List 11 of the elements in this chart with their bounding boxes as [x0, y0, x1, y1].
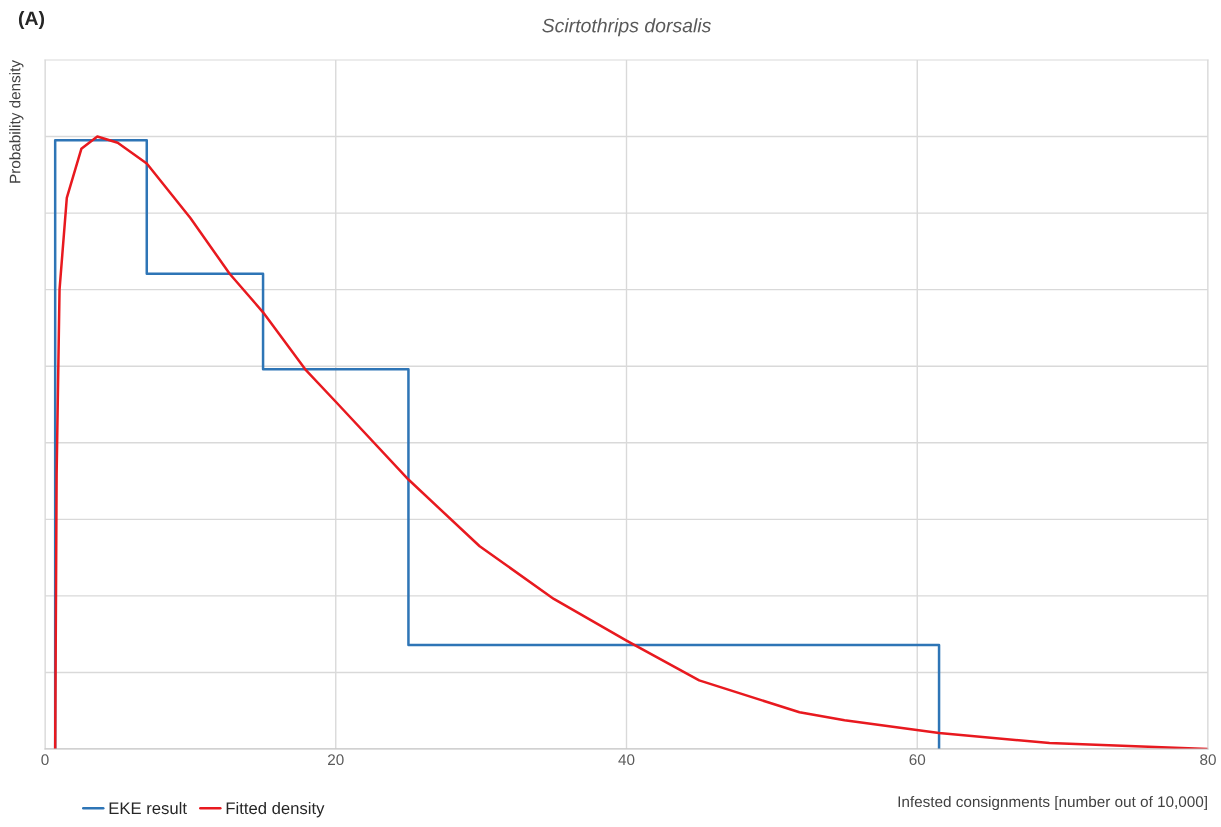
y-axis-title: Probability density [9, 60, 24, 183]
text: (A) [18, 10, 45, 30]
legend-label: Fitted density [226, 801, 325, 818]
x-tick-label: 80 [1200, 754, 1216, 766]
x-tick-label: 40 [618, 754, 635, 766]
legend-label: EKE result [109, 801, 187, 815]
x-tick-label: 60 [909, 754, 926, 766]
x-tick-label: 20 [328, 754, 344, 766]
x-axis-title: Infested consignments [number out of 10,000] [898, 795, 1207, 811]
x-tick-label: 0 [41, 754, 49, 766]
chart-title: Scirtothrips dorsalis [542, 18, 711, 37]
